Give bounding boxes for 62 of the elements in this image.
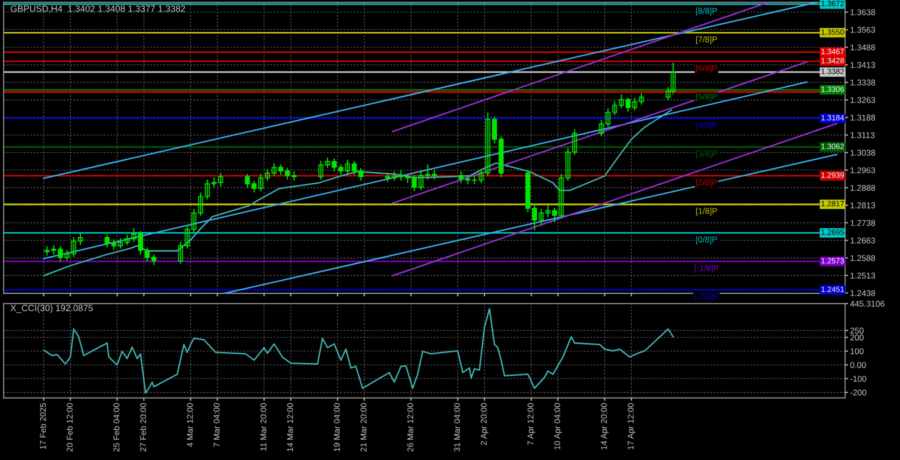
y-tick-label: 1.3413 xyxy=(850,62,876,68)
y-tick-label: 1.2513 xyxy=(850,272,876,279)
y-tick-label: 445.3106 xyxy=(850,300,884,307)
y-tick-label: 1.2438 xyxy=(850,290,876,296)
y-tick-label: -100 xyxy=(850,376,866,382)
x-tick-label: 21 Mar 20:00 xyxy=(360,403,366,452)
x-tick-label: 17 Feb 2025 xyxy=(40,403,46,449)
x-tick-label: 2 Apr 20:00 xyxy=(480,403,488,445)
x-tick-label: 25 Feb 04:00 xyxy=(113,403,120,452)
y-tick-label: 1.3113 xyxy=(850,132,874,138)
y-tick-label: 1.3038 xyxy=(850,150,876,156)
annotation: [7/8]P xyxy=(696,36,717,44)
y-tick-label: -200 xyxy=(850,390,866,396)
x-tick-label: 17 Apr 12:00 xyxy=(628,403,636,450)
y-tick-label: 1.3488 xyxy=(850,44,876,50)
y-tick-label: 1.2963 xyxy=(850,167,876,174)
y-tick-label: 200 xyxy=(850,334,864,340)
candlestick xyxy=(78,233,83,246)
x-tick-label: 31 Mar 04:00 xyxy=(454,403,460,452)
y-tick-label: 1.3188 xyxy=(850,114,876,121)
candlestick xyxy=(638,93,644,105)
y-tick-label: 1.3263 xyxy=(850,97,876,104)
annotation: [2/8]P xyxy=(696,179,717,187)
y-tick-label: 1.3638 xyxy=(850,9,876,16)
annotation: [-2/8]P xyxy=(694,293,718,302)
y-tick-label: 100 xyxy=(850,348,864,354)
x-tick-label: 14 Mar 12:00 xyxy=(287,403,294,452)
x-tick-label: 27 Feb 20:00 xyxy=(140,403,146,452)
annotation: [5/8]P xyxy=(696,93,717,102)
x-tick-label: 19 Mar 04:00 xyxy=(334,403,340,452)
annotation: [1/8]P xyxy=(696,208,717,216)
x-tick-label: 11 Mar 20:00 xyxy=(260,403,266,451)
annotation: [8/8]P xyxy=(696,8,717,16)
chart-title: X_CCI(30) 192.0875 xyxy=(10,304,93,313)
x-tick-label: 20 Feb 12:00 xyxy=(66,403,73,452)
y-tick-label: 1.2738 xyxy=(850,220,876,226)
annotation: [-1/8]P xyxy=(694,264,718,273)
candlestick xyxy=(104,234,110,248)
x-tick-label: 10 Apr 04:00 xyxy=(554,403,562,450)
y-tick-label: 1.2888 xyxy=(850,184,876,191)
y-tick-label: 1.2663 xyxy=(850,238,876,244)
x-tick-label: 7 Mar 04:00 xyxy=(214,403,220,447)
candlestick xyxy=(151,254,156,266)
annotation: [0/8]P xyxy=(696,236,717,244)
annotation: [3/8]P xyxy=(696,150,717,158)
y-tick-label: 1.2813 xyxy=(850,202,876,208)
y-tick-label: 0.00 xyxy=(850,362,866,368)
x-tick-label: 7 Apr 12:00 xyxy=(528,403,536,445)
y-tick-label: 250 xyxy=(850,328,864,334)
candlestick xyxy=(458,171,464,184)
chart-title: GBPUSD,H4 1.3402 1.3408 1.3377 1.3382 xyxy=(10,5,186,13)
x-tick-label: 4 Mar 12:00 xyxy=(186,403,193,448)
x-tick-label: 14 Apr 20:00 xyxy=(601,403,609,450)
x-tick-label: 26 Mar 12:00 xyxy=(407,403,414,452)
y-tick-label: 1.3338 xyxy=(850,80,876,86)
line-series xyxy=(42,109,672,276)
y-tick-label: 1.2588 xyxy=(850,255,876,262)
candlestick xyxy=(358,168,364,181)
annotation: [6/8]P xyxy=(696,64,717,73)
y-tick-label: 1.3563 xyxy=(850,26,876,33)
candlestick xyxy=(178,242,184,264)
annotation: [4/8]P xyxy=(696,122,717,130)
